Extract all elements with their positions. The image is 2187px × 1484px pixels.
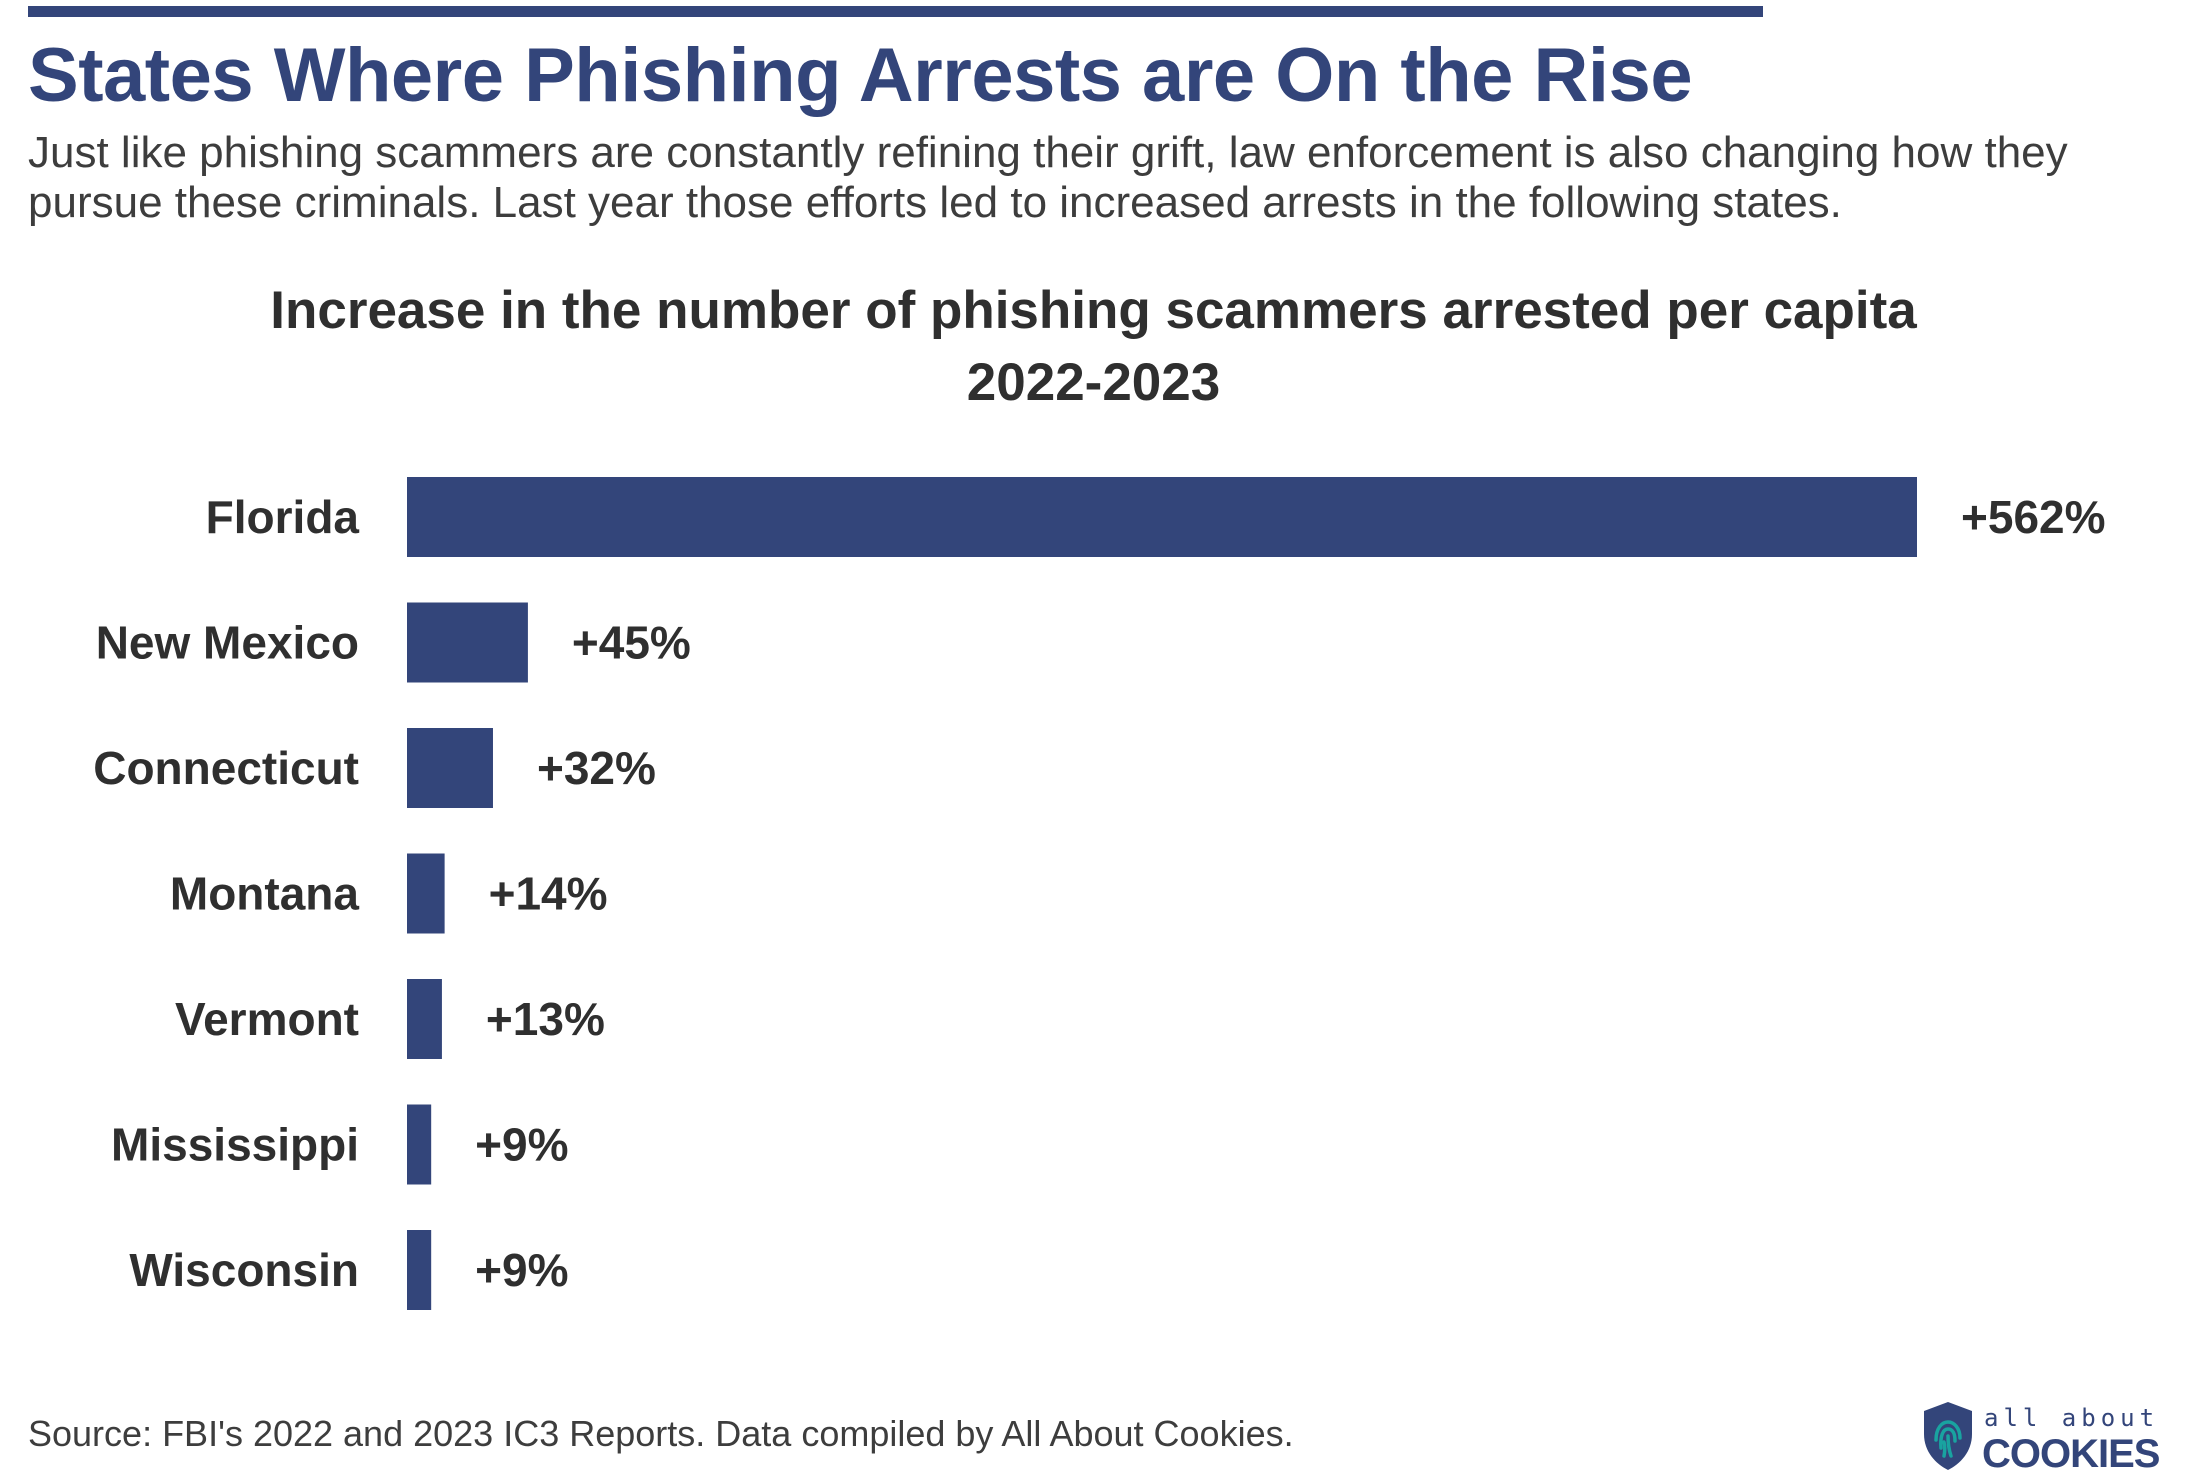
- bar: [407, 602, 528, 683]
- bar: [407, 1230, 432, 1310]
- chart-subtitle: 2022-2023: [966, 353, 1221, 412]
- value-label: +32%: [537, 742, 656, 794]
- bar: [407, 728, 493, 808]
- logo-text-bottom: COOKIES: [1982, 1432, 2160, 1476]
- shield-fingerprint-icon: [1924, 1402, 1972, 1470]
- category-label: Mississippi: [111, 1119, 359, 1171]
- page-title: States Where Phishing Arrests are On the…: [28, 33, 1693, 118]
- brand-logo: all about COOKIES: [1918, 1396, 2160, 1476]
- bar: [407, 979, 442, 1059]
- value-label: +562%: [1961, 491, 2106, 543]
- logo-text-top: all about: [1984, 1404, 2160, 1432]
- category-label: Montana: [170, 868, 360, 920]
- bar: [407, 1104, 432, 1185]
- value-label: +14%: [489, 868, 608, 920]
- bar: [407, 853, 445, 934]
- intro-text: Just like phishing scammers are constant…: [28, 128, 2068, 227]
- category-label: Wisconsin: [129, 1244, 359, 1296]
- value-label: +9%: [475, 1119, 568, 1171]
- category-label: Florida: [206, 491, 360, 543]
- top-rule: [28, 6, 1763, 17]
- source-note: Source: FBI's 2022 and 2023 IC3 Reports.…: [28, 1413, 1294, 1454]
- category-label: Connecticut: [93, 742, 359, 794]
- value-label: +45%: [572, 617, 691, 669]
- bar: [407, 477, 1917, 557]
- chart-title-block: Increase in the number of phishing scamm…: [0, 275, 2187, 419]
- value-label: +13%: [486, 993, 605, 1045]
- chart-title: Increase in the number of phishing scamm…: [270, 281, 1917, 340]
- category-label: New Mexico: [96, 617, 359, 669]
- category-label: Vermont: [175, 993, 359, 1045]
- value-label: +9%: [475, 1244, 568, 1296]
